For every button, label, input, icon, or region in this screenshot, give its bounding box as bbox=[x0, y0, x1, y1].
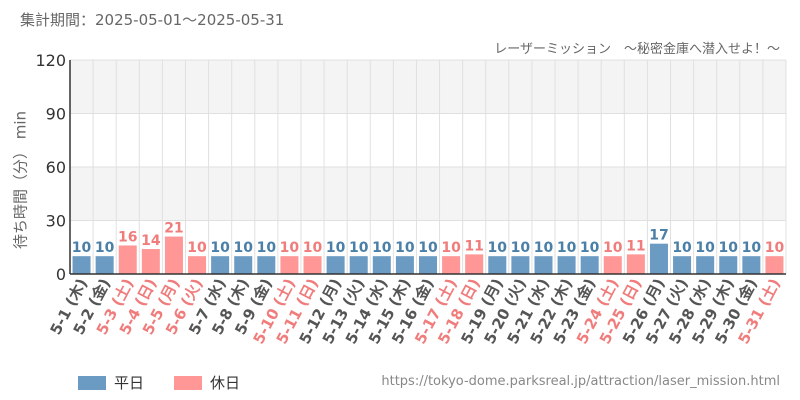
bar-value-label: 10 bbox=[233, 240, 253, 256]
bar-value-label: 10 bbox=[280, 240, 300, 256]
bar-value-label: 10 bbox=[418, 240, 438, 256]
bar bbox=[164, 236, 183, 274]
bar bbox=[395, 256, 414, 274]
bar bbox=[234, 256, 253, 274]
grid-band bbox=[70, 167, 786, 221]
bar-value-label: 11 bbox=[626, 238, 645, 254]
bar-value-label: 10 bbox=[441, 240, 461, 256]
bar-value-label: 10 bbox=[257, 240, 277, 256]
bar bbox=[326, 256, 345, 274]
bar-value-label: 10 bbox=[349, 240, 369, 256]
bar bbox=[141, 249, 160, 274]
bar-value-label: 10 bbox=[534, 240, 554, 256]
bar-value-label: 10 bbox=[672, 240, 692, 256]
y-tick-label: 30 bbox=[46, 212, 66, 231]
bar bbox=[557, 256, 576, 274]
bar bbox=[95, 256, 114, 274]
bar-value-label: 11 bbox=[464, 238, 483, 254]
bar-value-label: 10 bbox=[95, 240, 115, 256]
legend-item-holiday: 休日 bbox=[174, 372, 240, 393]
bar bbox=[603, 256, 622, 274]
bar-value-label: 10 bbox=[580, 240, 600, 256]
bar-value-label: 10 bbox=[326, 240, 346, 256]
bar-value-label: 10 bbox=[395, 240, 415, 256]
bar bbox=[349, 256, 368, 274]
bar bbox=[303, 256, 322, 274]
attraction-title: レーザーミッション ～秘密金庫へ潜入せよ！～ bbox=[494, 42, 780, 57]
bar bbox=[534, 256, 553, 274]
bar bbox=[465, 254, 484, 274]
bar-value-label: 10 bbox=[742, 240, 762, 256]
bar bbox=[72, 256, 91, 274]
bar-value-label: 10 bbox=[695, 240, 715, 256]
bar bbox=[488, 256, 507, 274]
bar-value-label: 17 bbox=[649, 228, 668, 244]
bar bbox=[742, 256, 761, 274]
bar bbox=[580, 256, 599, 274]
legend-item-weekday: 平日 bbox=[78, 372, 144, 393]
y-tick-label: 120 bbox=[35, 51, 66, 70]
bar-value-label: 10 bbox=[557, 240, 577, 256]
bar-value-label: 10 bbox=[603, 240, 623, 256]
bar bbox=[118, 245, 137, 274]
legend-swatch-weekday bbox=[78, 375, 106, 390]
bar-value-label: 16 bbox=[118, 229, 137, 245]
bar bbox=[442, 256, 461, 274]
bar bbox=[280, 256, 299, 274]
bar-value-label: 14 bbox=[141, 233, 161, 249]
legend: 平日 休日 bbox=[78, 372, 270, 393]
bar-value-label: 10 bbox=[765, 240, 785, 256]
bar bbox=[673, 256, 692, 274]
bar bbox=[418, 256, 438, 274]
y-tick-label: 60 bbox=[46, 158, 66, 177]
bar bbox=[257, 256, 276, 274]
bar bbox=[188, 256, 207, 274]
bar bbox=[649, 243, 668, 274]
bar-value-label: 10 bbox=[303, 240, 323, 256]
bar bbox=[211, 256, 230, 274]
bar-value-label: 10 bbox=[72, 240, 92, 256]
bar bbox=[719, 256, 738, 274]
period-label: 集計期間：2025-05-01～2025-05-31 bbox=[20, 11, 285, 29]
bar-value-label: 10 bbox=[372, 240, 392, 256]
y-tick-label: 90 bbox=[46, 105, 66, 124]
legend-swatch-holiday bbox=[174, 375, 203, 390]
y-tick-label: 0 bbox=[56, 265, 66, 284]
bar-value-label: 10 bbox=[511, 240, 531, 256]
bar bbox=[511, 256, 530, 274]
bar-value-label: 10 bbox=[210, 240, 230, 256]
grid-band bbox=[70, 60, 786, 114]
bar-value-label: 10 bbox=[488, 240, 508, 256]
bar-value-label: 21 bbox=[164, 221, 183, 237]
bar bbox=[626, 254, 645, 274]
source-url: https://tokyo-dome.parksreal.jp/attracti… bbox=[381, 374, 780, 389]
bar bbox=[372, 256, 391, 274]
bar bbox=[765, 256, 784, 274]
bar-value-label: 10 bbox=[719, 240, 739, 256]
legend-label-holiday: 休日 bbox=[210, 374, 241, 392]
bar-value-label: 10 bbox=[187, 240, 207, 256]
bar bbox=[696, 256, 715, 274]
legend-label-weekday: 平日 bbox=[114, 374, 145, 392]
